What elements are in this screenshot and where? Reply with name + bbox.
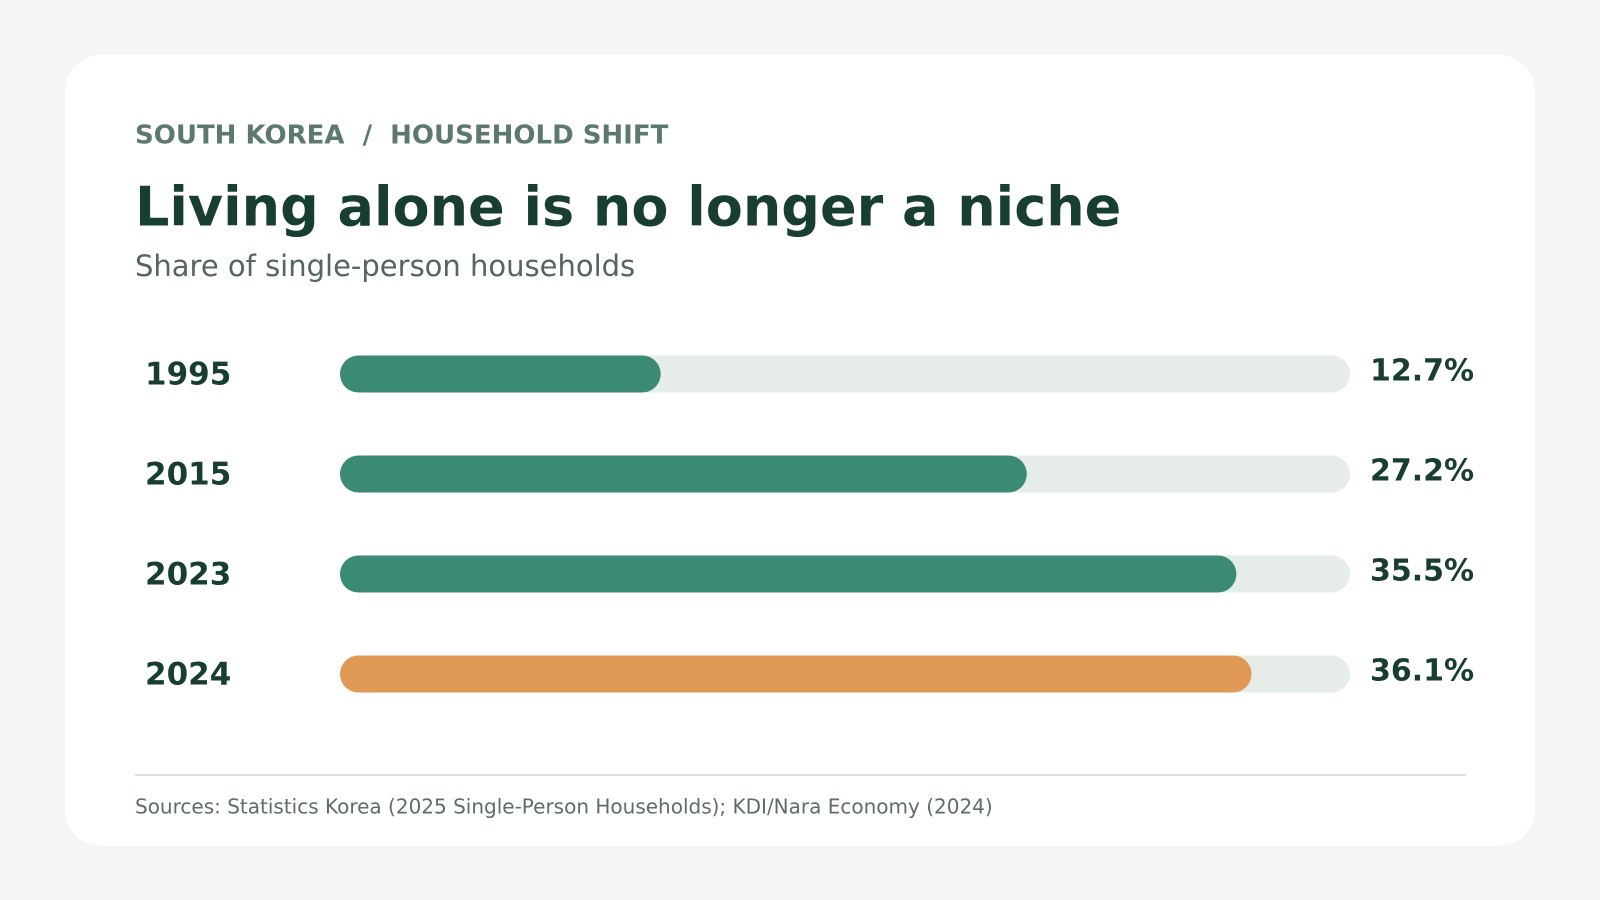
- value-label: 12.7%: [1370, 354, 1474, 389]
- bar: [340, 555, 1237, 593]
- bar: [340, 655, 1252, 693]
- source: Sources: Statistics Korea (2025 Single-P…: [135, 795, 993, 819]
- card: [65, 55, 1535, 846]
- value-label: 27.2%: [1370, 454, 1474, 489]
- value-label: 35.5%: [1370, 554, 1474, 589]
- category-label: 2015: [145, 457, 231, 493]
- chart-title: Living alone is no longer a niche: [135, 176, 1121, 239]
- chart-subtitle: Share of single-person households: [135, 249, 635, 283]
- bar: [340, 455, 1027, 493]
- category-label: 1995: [145, 357, 231, 393]
- eyebrow: SOUTH KOREA / HOUSEHOLD SHIFT: [135, 121, 669, 151]
- category-label: 2023: [145, 557, 231, 593]
- category-label: 2024: [145, 657, 231, 693]
- bar: [340, 355, 661, 393]
- value-label: 36.1%: [1370, 654, 1474, 689]
